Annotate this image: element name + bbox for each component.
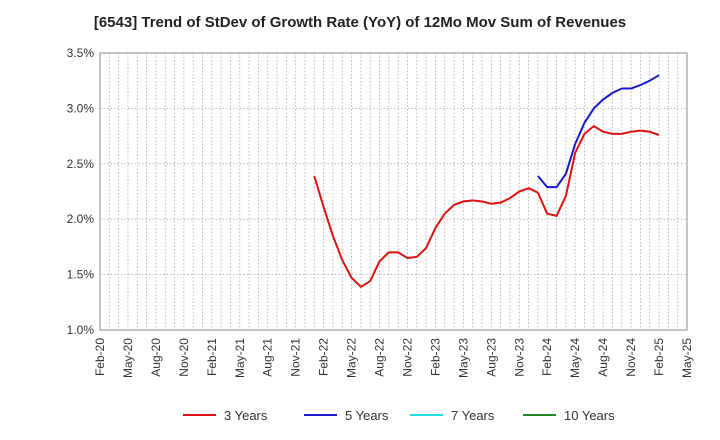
y-tick-label: 1.0%	[67, 323, 95, 337]
x-tick-label: Feb-22	[317, 338, 331, 376]
x-tick-label: Aug-23	[484, 338, 498, 377]
legend-label: 7 Years	[451, 408, 495, 423]
x-tick-label: May-21	[233, 338, 247, 378]
x-tick-label: May-20	[121, 338, 135, 378]
series-line	[537, 74, 660, 189]
legend-label: 10 Years	[564, 408, 615, 423]
x-tick-label: May-25	[680, 338, 694, 378]
plot-area-frame	[99, 52, 688, 331]
x-tick-label: Nov-21	[289, 338, 303, 377]
y-tick-label: 3.5%	[67, 46, 95, 60]
x-tick-label: Feb-24	[540, 338, 554, 376]
series-line	[313, 125, 660, 288]
x-tick-label: Feb-23	[428, 338, 442, 376]
x-tick-label: Nov-22	[400, 338, 414, 377]
x-tick-label: Aug-24	[596, 338, 610, 377]
x-tick-label: May-24	[568, 338, 582, 378]
x-tick-label: Feb-20	[93, 338, 107, 376]
x-tick-label: Aug-22	[373, 338, 387, 377]
x-tick-label: Aug-21	[261, 338, 275, 377]
x-tick-label: Nov-24	[624, 338, 638, 377]
x-tick-label: May-22	[345, 338, 359, 378]
x-tick-label: Nov-20	[177, 338, 191, 377]
y-tick-label: 2.0%	[67, 212, 95, 226]
x-tick-label: Nov-23	[512, 338, 526, 377]
x-tick-label: Feb-25	[652, 338, 666, 376]
chart-title: [6543] Trend of StDev of Growth Rate (Yo…	[93, 14, 627, 31]
x-tick-label: Aug-20	[149, 338, 163, 377]
y-tick-label: 1.5%	[67, 268, 95, 282]
x-tick-label: May-23	[456, 338, 470, 378]
x-tick-label: Feb-21	[205, 338, 219, 376]
legend-label: 3 Years	[224, 408, 268, 423]
y-tick-label: 3.0%	[67, 101, 95, 115]
y-tick-label: 2.5%	[67, 157, 95, 171]
legend-label: 5 Years	[345, 408, 389, 423]
